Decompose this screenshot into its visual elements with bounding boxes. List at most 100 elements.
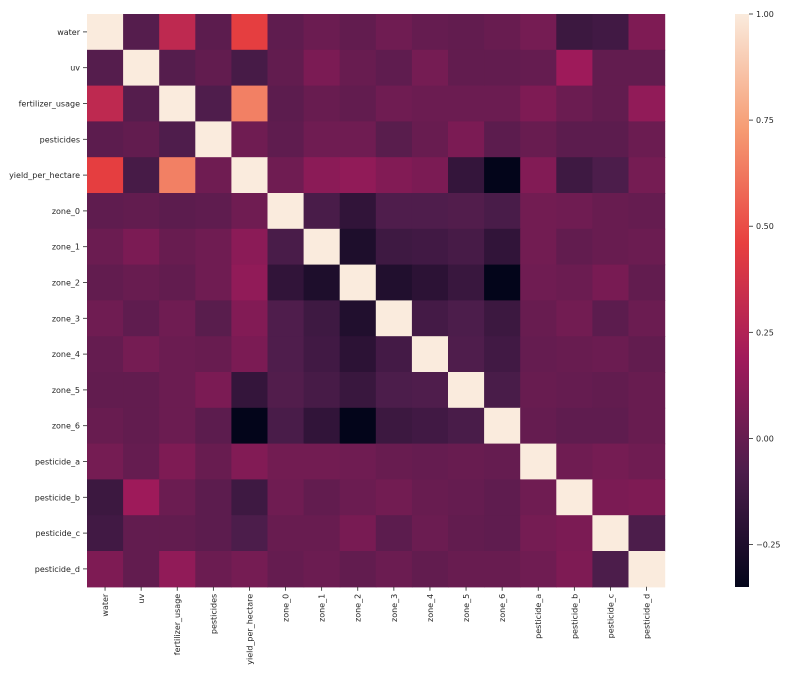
heatmap-cell-pesticides-pesticide_a xyxy=(520,121,557,158)
heatmap-cell-uv-zone_4 xyxy=(411,49,449,87)
heatmap-cell-pesticide_b-water xyxy=(87,479,124,516)
heatmap-cell-zone_6-fertilizer_usage xyxy=(159,407,196,445)
heatmap-cell-zone_5-yield_per_hectare xyxy=(231,372,269,409)
heatmap-cell-pesticide_a-pesticide_a xyxy=(520,443,557,480)
row-label-zone_0: zone_0 xyxy=(52,207,80,216)
column-label-zone_6: zone_6 xyxy=(498,594,507,622)
heatmap-cell-zone_0-pesticide_d xyxy=(628,193,666,230)
heatmap-cell-zone_6-pesticide_c xyxy=(592,407,630,445)
heatmap-cell-zone_4-zone_4 xyxy=(411,336,449,373)
heatmap-cell-pesticides-zone_2 xyxy=(339,121,377,158)
heatmap-cell-zone_1-zone_2 xyxy=(339,228,377,266)
heatmap-cell-pesticide_a-zone_2 xyxy=(339,443,377,480)
column-label-zone_3: zone_3 xyxy=(390,594,399,622)
heatmap-cell-zone_1-pesticide_a xyxy=(520,228,557,266)
heatmap-cell-pesticide_b-yield_per_hectare xyxy=(231,479,269,516)
heatmap-cell-zone_1-zone_4 xyxy=(411,228,449,266)
heatmap-cell-zone_4-fertilizer_usage xyxy=(159,336,196,373)
row-label-zone_5: zone_5 xyxy=(52,386,80,395)
column-label-pesticide_a: pesticide_a xyxy=(534,594,543,639)
heatmap-cell-yield_per_hectare-zone_5 xyxy=(448,157,485,194)
heatmap-cell-zone_0-pesticides xyxy=(195,193,232,230)
heatmap-cell-uv-pesticide_b xyxy=(556,49,593,87)
heatmap-cell-water-pesticide_d xyxy=(628,14,666,51)
heatmap-cell-uv-zone_6 xyxy=(484,49,521,87)
heatmap-cell-pesticide_d-pesticide_b xyxy=(556,551,593,588)
heatmap-cell-pesticide_a-zone_1 xyxy=(303,443,341,480)
heatmap-cell-zone_6-zone_2 xyxy=(339,407,377,445)
heatmap-cell-uv-pesticides xyxy=(195,49,232,87)
column-label-pesticide_d: pesticide_d xyxy=(643,594,652,639)
heatmap-cell-yield_per_hectare-water xyxy=(87,157,124,194)
heatmap-cell-water-yield_per_hectare xyxy=(231,14,269,51)
row-labels: water uv fertilizer_usage pesticides yield_p… xyxy=(9,28,87,574)
heatmap-cell-pesticide_d-uv xyxy=(123,551,160,588)
heatmap-cell-fertilizer_usage-fertilizer_usage xyxy=(159,85,196,122)
heatmap-cell-water-fertilizer_usage xyxy=(159,14,196,51)
row-label-uv: uv xyxy=(70,64,80,73)
heatmap-cell-pesticide_d-zone_0 xyxy=(267,551,305,588)
heatmap-cell-zone_0-pesticide_c xyxy=(592,193,630,230)
heatmap-cell-pesticide_b-zone_4 xyxy=(411,479,449,516)
heatmap-cell-pesticide_a-zone_0 xyxy=(267,443,305,480)
heatmap-cell-zone_6-pesticide_b xyxy=(556,407,593,445)
heatmap-cell-pesticide_d-pesticide_a xyxy=(520,551,557,588)
heatmap-cell-zone_1-zone_0 xyxy=(267,228,305,266)
heatmap-cells xyxy=(87,14,666,588)
heatmap-cell-zone_2-zone_6 xyxy=(484,264,521,301)
heatmap-cell-zone_0-yield_per_hectare xyxy=(231,193,269,230)
heatmap-cell-zone_0-uv xyxy=(123,193,160,230)
column-labels: water uv fertilizer_usage pesticides yield_p… xyxy=(101,586,652,665)
heatmap-cell-zone_6-zone_1 xyxy=(303,407,341,445)
heatmap-cell-pesticide_a-zone_3 xyxy=(375,443,413,480)
heatmap-cell-zone_5-fertilizer_usage xyxy=(159,372,196,409)
heatmap-cell-yield_per_hectare-zone_3 xyxy=(375,157,413,194)
heatmap-cell-zone_5-uv xyxy=(123,372,160,409)
heatmap-cell-zone_5-pesticide_a xyxy=(520,372,557,409)
heatmap-cell-pesticide_c-zone_5 xyxy=(448,515,485,552)
heatmap-cell-fertilizer_usage-yield_per_hectare xyxy=(231,85,269,122)
heatmap-cell-pesticide_a-zone_6 xyxy=(484,443,521,480)
heatmap-cell-uv-water xyxy=(87,49,124,87)
colorbar-gradient xyxy=(735,14,749,587)
row-label-zone_2: zone_2 xyxy=(52,279,80,288)
heatmap-cell-pesticide_c-water xyxy=(87,515,124,552)
heatmap-cell-zone_2-fertilizer_usage xyxy=(159,264,196,301)
heatmap-cell-zone_2-zone_3 xyxy=(375,264,413,301)
heatmap-cell-pesticide_c-zone_2 xyxy=(339,515,377,552)
colorbar-tick-label: 0.25 xyxy=(756,328,774,337)
heatmap-cell-pesticide_a-water xyxy=(87,443,124,480)
column-label-zone_0: zone_0 xyxy=(282,594,291,622)
heatmap-cell-water-pesticide_b xyxy=(556,14,593,51)
heatmap-cell-zone_2-zone_1 xyxy=(303,264,341,301)
heatmap-cell-zone_3-uv xyxy=(123,300,160,337)
heatmap-cell-pesticide_d-pesticide_d xyxy=(628,551,666,588)
heatmap-cell-pesticide_a-pesticides xyxy=(195,443,232,480)
column-label-zone_1: zone_1 xyxy=(318,594,327,622)
heatmap-cell-pesticide_d-zone_1 xyxy=(303,551,341,588)
heatmap-cell-fertilizer_usage-pesticides xyxy=(195,85,232,122)
heatmap-cell-zone_0-zone_1 xyxy=(303,193,341,230)
heatmap-cell-zone_2-zone_5 xyxy=(448,264,485,301)
heatmap-cell-zone_3-pesticide_b xyxy=(556,300,593,337)
row-label-yield_per_hectare: yield_per_hectare xyxy=(9,171,80,180)
heatmap-cell-pesticide_b-zone_2 xyxy=(339,479,377,516)
heatmap-cell-zone_2-pesticide_c xyxy=(592,264,630,301)
row-label-pesticides: pesticides xyxy=(40,135,80,144)
heatmap-cell-yield_per_hectare-zone_0 xyxy=(267,157,305,194)
heatmap-cell-water-water xyxy=(87,14,124,51)
heatmap-cell-pesticide_b-pesticide_b xyxy=(556,479,593,516)
heatmap-cell-zone_1-uv xyxy=(123,228,160,266)
heatmap-cell-zone_0-water xyxy=(87,193,124,230)
heatmap-cell-zone_0-zone_4 xyxy=(411,193,449,230)
heatmap-cell-yield_per_hectare-zone_1 xyxy=(303,157,341,194)
heatmap-cell-yield_per_hectare-pesticide_a xyxy=(520,157,557,194)
column-label-pesticide_b: pesticide_b xyxy=(570,594,579,639)
heatmap-cell-zone_0-pesticide_b xyxy=(556,193,593,230)
column-label-zone_4: zone_4 xyxy=(426,594,435,622)
heatmap-cell-pesticide_c-fertilizer_usage xyxy=(159,515,196,552)
column-label-pesticides: pesticides xyxy=(209,594,218,634)
heatmap-cell-zone_5-pesticide_c xyxy=(592,372,630,409)
heatmap-cell-pesticides-zone_6 xyxy=(484,121,521,158)
heatmap-cell-fertilizer_usage-zone_6 xyxy=(484,85,521,122)
